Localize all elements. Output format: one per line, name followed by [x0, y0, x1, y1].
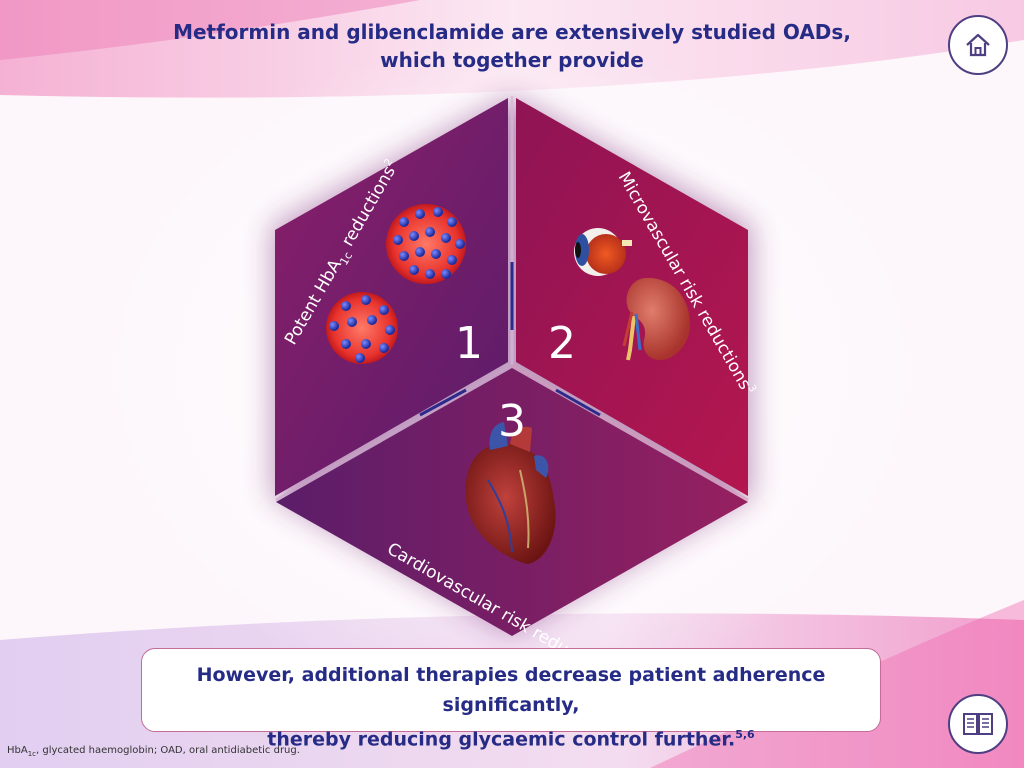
callout-line-1: However, additional therapies decrease p… — [196, 664, 826, 716]
adherence-callout: However, additional therapies decrease p… — [141, 648, 881, 750]
face-1-number: 1 — [455, 318, 483, 369]
callout-line-2: thereby reducing glycaemic control furth… — [142, 720, 880, 754]
face-left — [275, 98, 508, 496]
book-icon — [963, 713, 993, 735]
heart-icon — [465, 422, 556, 564]
kidney-icon — [622, 277, 690, 361]
references-button[interactable] — [948, 694, 1008, 754]
face-2-number: 2 — [548, 318, 576, 369]
footnote: HbA1c, glycated haemoglobin; OAD, oral a… — [7, 745, 300, 758]
face-3-number: 3 — [498, 396, 526, 447]
callout-line-2-text: thereby reducing glycaemic control furth… — [267, 728, 736, 751]
home-button[interactable] — [948, 15, 1008, 75]
page-title-line-1: Metformin and glibenclamide are extensiv… — [173, 20, 851, 44]
home-icon — [966, 33, 990, 57]
page-title-line-2: which together provide — [380, 48, 644, 72]
eye-icon — [574, 228, 632, 276]
page-title: Metformin and glibenclamide are extensiv… — [0, 18, 1024, 74]
callout-refs: 5,6 — [735, 728, 755, 741]
blood-cells-icon — [326, 204, 466, 364]
